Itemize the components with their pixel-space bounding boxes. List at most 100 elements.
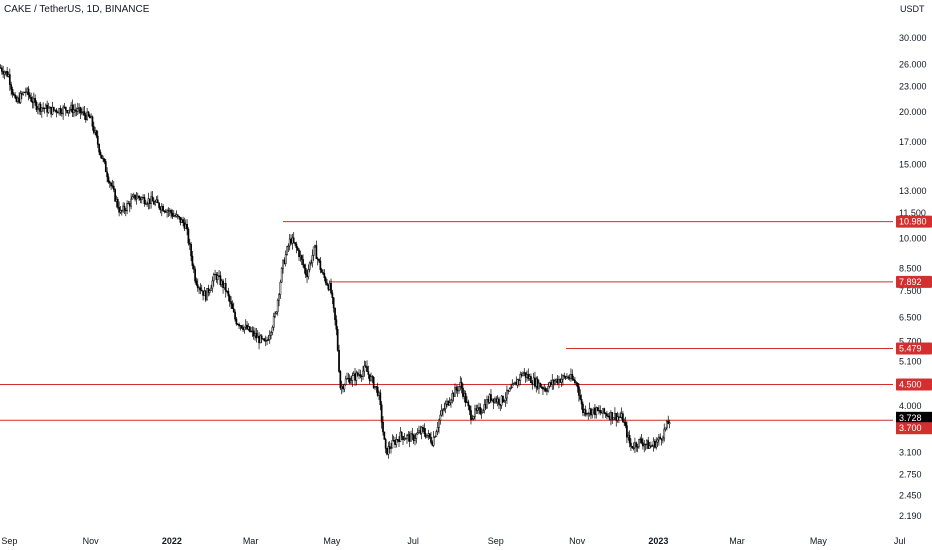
y-tick-label: 8.500 (899, 263, 922, 273)
candle-body (539, 382, 542, 388)
candle-body (364, 365, 367, 367)
candle-body (48, 106, 51, 109)
candle-body (142, 197, 144, 199)
candle-body (250, 330, 252, 333)
candle-body (236, 323, 239, 325)
candle-body (264, 340, 267, 342)
candle-body (600, 412, 603, 414)
candle-body (446, 400, 448, 405)
candle-body (111, 185, 114, 187)
candle-body (260, 335, 263, 340)
candle-body (376, 386, 379, 396)
candle-body (632, 447, 635, 449)
candle-body (486, 399, 488, 409)
candle-body (226, 291, 228, 293)
x-tick-label: 2023 (648, 536, 668, 546)
candle-body (278, 294, 280, 301)
candle-body (403, 438, 406, 441)
candle-body (330, 283, 332, 294)
level-tag-label: 7.892 (899, 277, 922, 287)
candle-body (400, 431, 403, 437)
candle-body (78, 107, 80, 109)
candle-body (362, 370, 364, 377)
candle-body (578, 386, 580, 396)
candle-body (531, 382, 534, 385)
candle-body (596, 407, 599, 411)
candle-body (448, 402, 451, 406)
x-tick-label: Sep (1, 536, 17, 546)
candle-body (302, 259, 304, 266)
x-tick-label: Mar (729, 536, 745, 546)
candle-body (318, 258, 320, 262)
candle-body (415, 433, 418, 439)
candle-body (532, 377, 535, 385)
candle-body (26, 88, 29, 93)
candle-body (270, 332, 272, 336)
candle-body (222, 280, 224, 288)
candle-body (28, 94, 31, 98)
candle-body (263, 338, 266, 342)
candle-body (370, 376, 372, 381)
candle-body (636, 446, 639, 448)
candle-body (218, 275, 220, 277)
candle-body (534, 377, 536, 387)
candle-body (158, 202, 160, 208)
candle-body (186, 223, 188, 230)
candle-body (667, 421, 670, 425)
candle-body (128, 203, 131, 207)
candle-body (195, 280, 198, 285)
candle-body (23, 91, 26, 94)
candle-body (227, 291, 230, 297)
candle-body (62, 106, 64, 115)
candle-body (574, 379, 576, 384)
candle-body (648, 445, 651, 449)
candle-body (424, 433, 427, 438)
candle-body (32, 98, 35, 104)
candle-body (0, 67, 3, 72)
candle-body (498, 398, 500, 405)
candle-body (304, 267, 307, 275)
candle-body (108, 181, 111, 184)
candle-body (162, 206, 164, 212)
candle-body (347, 377, 350, 380)
candle-body (136, 195, 139, 199)
candle-body (438, 419, 440, 428)
candle-body (22, 91, 25, 95)
candle-body (307, 269, 310, 278)
candle-body (35, 102, 38, 111)
candle-body (178, 216, 180, 218)
candle-body (603, 408, 606, 414)
candle-body (630, 442, 632, 447)
candle-body (266, 339, 268, 342)
candle-body (203, 290, 206, 296)
candle-body (291, 237, 294, 244)
candle-body (102, 158, 104, 160)
candle-body (144, 203, 147, 205)
candle-body (214, 274, 216, 276)
candle-body (71, 104, 74, 114)
y-tick-label: 3.100 (899, 448, 922, 458)
candle-body (607, 415, 610, 417)
level-tag-label: 10.980 (899, 217, 927, 227)
candle-body (267, 339, 270, 341)
candle-body (288, 238, 291, 247)
candle-body (647, 440, 650, 449)
candle-body (183, 222, 186, 229)
candle-body (46, 104, 48, 113)
candle-body (24, 91, 27, 93)
candle-body (643, 444, 646, 447)
candle-body (668, 422, 671, 425)
candle-body (655, 441, 658, 448)
candle-body (90, 116, 92, 119)
candle-body (510, 387, 512, 390)
candle-body (316, 258, 319, 260)
candle-body (191, 255, 194, 266)
candle-body (282, 259, 284, 269)
candle-body (524, 372, 527, 378)
candle-body (447, 400, 450, 406)
candle-body (416, 432, 419, 435)
candle-body (404, 438, 407, 440)
candle-body (50, 106, 52, 115)
candle-body (134, 194, 136, 200)
